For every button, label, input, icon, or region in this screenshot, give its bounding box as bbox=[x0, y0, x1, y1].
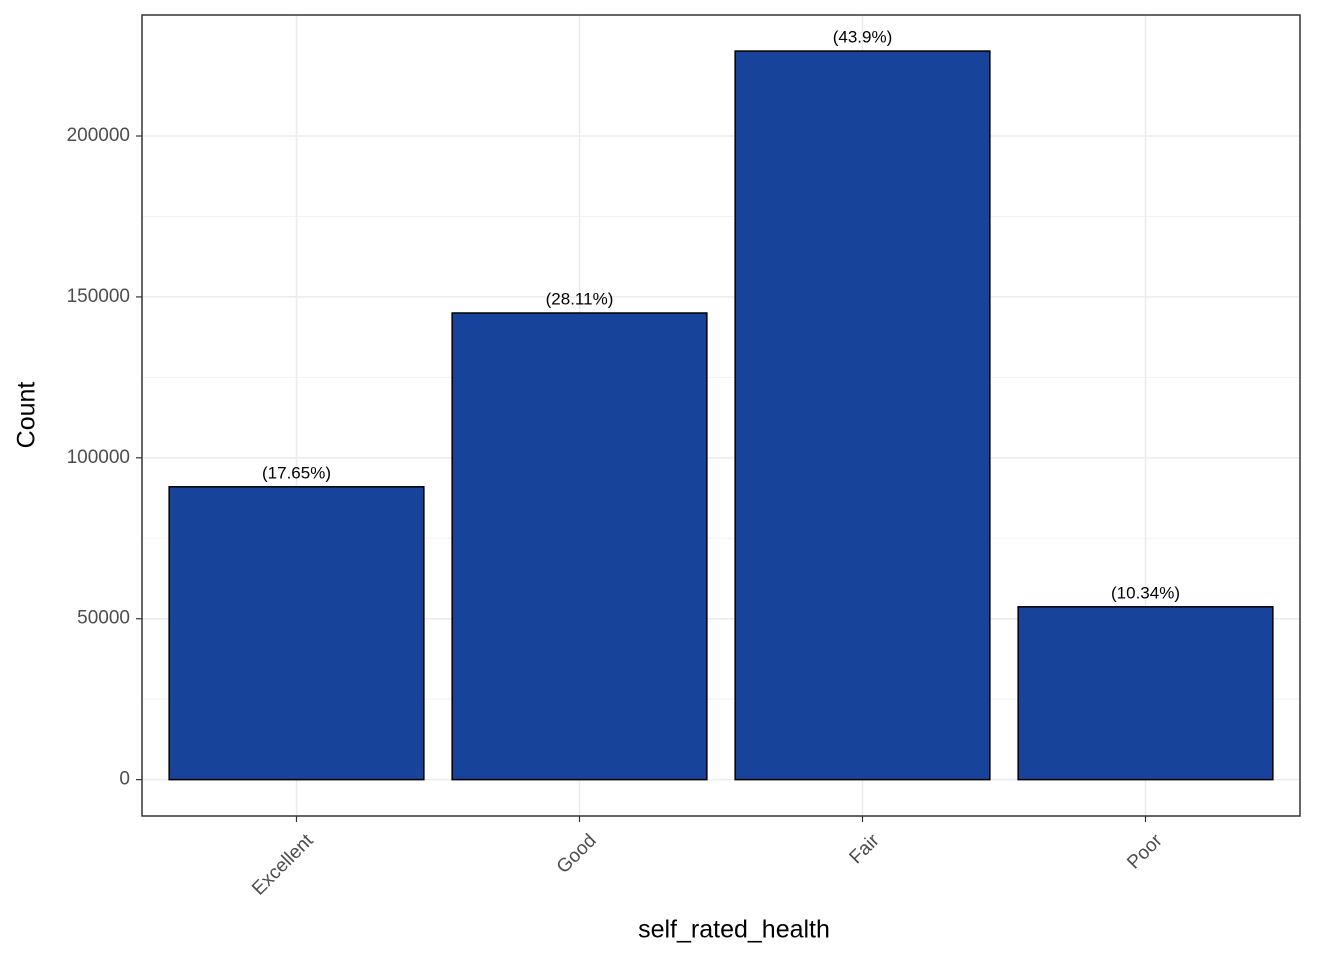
bar bbox=[168, 486, 425, 781]
y-tick-label: 0 bbox=[119, 769, 130, 790]
y-axis-title: Count bbox=[13, 382, 41, 449]
y-tick-label: 50000 bbox=[77, 608, 130, 629]
panel-border bbox=[141, 14, 1301, 817]
bar-annotation: (43.9%) bbox=[833, 28, 893, 47]
y-tick-label: 100000 bbox=[67, 447, 130, 468]
bar bbox=[451, 312, 708, 781]
y-tick-label: 150000 bbox=[67, 286, 130, 307]
bar bbox=[1017, 606, 1274, 781]
y-tick-label: 200000 bbox=[67, 125, 130, 146]
bar-annotation: (17.65%) bbox=[262, 463, 331, 482]
bar bbox=[734, 50, 991, 781]
bar-annotation: (10.34%) bbox=[1111, 583, 1180, 602]
x-axis-title: self_rated_health bbox=[638, 916, 830, 944]
bar-annotation: (28.11%) bbox=[546, 289, 614, 308]
